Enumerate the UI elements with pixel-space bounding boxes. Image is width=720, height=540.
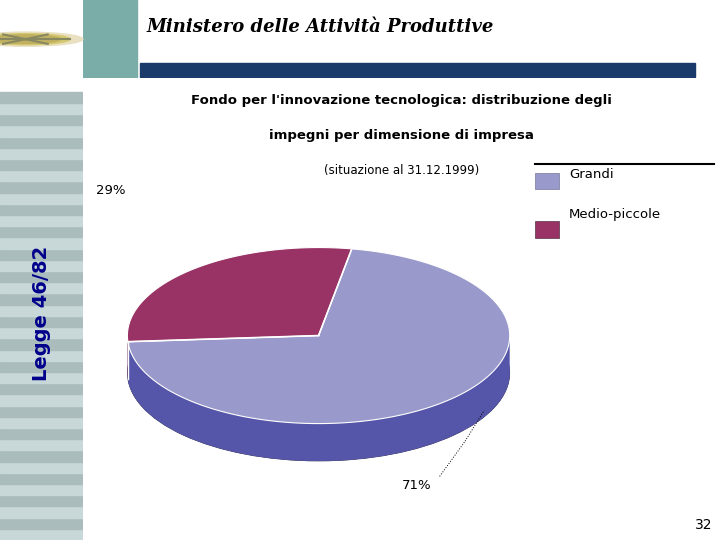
Bar [0,495,83,507]
Bar [0,294,83,305]
Bar [0,305,83,316]
Text: impegni per dimensione di impresa: impegni per dimensione di impresa [269,129,534,141]
Bar [0,159,83,170]
Polygon shape [128,249,510,423]
Bar [0,517,83,529]
Bar [535,221,559,238]
Circle shape [0,32,83,46]
Bar [0,248,83,260]
Bar [0,529,83,540]
Text: 71%: 71% [402,478,431,492]
Bar [0,181,83,193]
Bar [0,125,83,137]
Bar [0,349,83,361]
Bar [0,406,83,417]
Bar [0,170,83,181]
Bar [0,439,83,450]
Bar [0,361,83,372]
Bar [0,148,83,159]
Bar [0,428,83,439]
Text: 32: 32 [696,518,713,532]
Bar [0,316,83,327]
Bar [0,383,83,394]
Bar [0,372,83,383]
Bar [140,63,695,77]
Text: Medio-piccole: Medio-piccole [569,208,661,221]
Bar [0,338,83,349]
Circle shape [0,35,60,43]
Ellipse shape [127,285,510,461]
Bar [0,226,83,238]
Bar [0,114,83,125]
Bar [0,271,83,282]
Bar [0,103,83,114]
Bar [0,327,83,338]
Text: (situazione al 31.12.1999): (situazione al 31.12.1999) [324,164,479,177]
Text: Legge 46/82: Legge 46/82 [32,246,51,381]
Bar [0,92,83,103]
Polygon shape [127,247,352,342]
Bar [0,238,83,248]
Circle shape [0,33,70,45]
Bar [0,450,83,462]
Text: Grandi: Grandi [569,168,613,181]
Bar [0,484,83,495]
Bar [0,507,83,517]
Bar [0,417,83,428]
Bar [0,204,83,215]
Text: Ministero delle Attività Produttive: Ministero delle Attività Produttive [147,18,494,36]
Text: 29%: 29% [96,184,125,197]
Text: Fondo per l'innovazione tecnologica: distribuzione degli: Fondo per l'innovazione tecnologica: dis… [191,93,612,106]
Bar [0,473,83,484]
Bar [0,394,83,406]
Bar [0,260,83,271]
Bar [535,173,559,190]
Bar [83,0,137,78]
Bar [0,282,83,294]
Bar [0,137,83,148]
Polygon shape [128,334,510,461]
Bar [0,193,83,204]
Bar [0,215,83,226]
Bar [0,462,83,473]
